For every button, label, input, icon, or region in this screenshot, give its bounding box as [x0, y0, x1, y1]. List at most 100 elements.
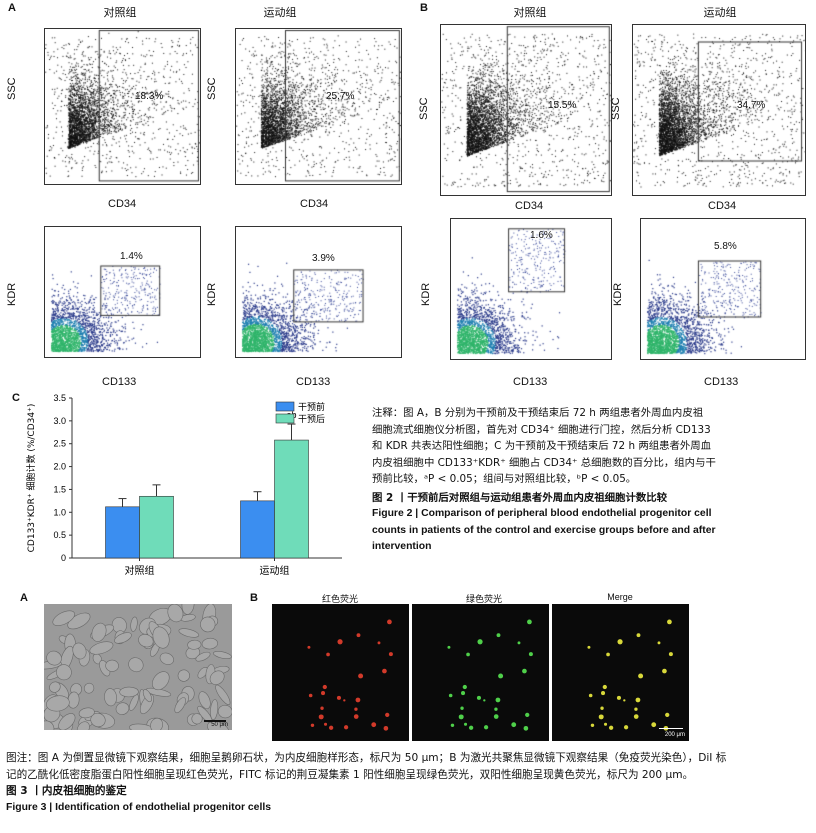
red-fluorescence-image [272, 604, 409, 741]
cell [130, 616, 138, 632]
fluorescent-cell [590, 723, 595, 728]
cell [76, 721, 90, 730]
b-control-kdr-pct: 1.6% [530, 230, 553, 241]
a-control-ssc-cd34-plot [44, 28, 201, 185]
fig2-panel-a-letter: A [8, 2, 16, 14]
fluorescent-cell [476, 695, 481, 700]
endothelial-progenitor-bar-chart: CD133⁺KDR⁺ 细胞计数 (%/CD34⁺) 0 0.5 1.0 1.5 2.0 2.… [25, 393, 342, 577]
fluorescent-cell [356, 633, 361, 638]
scatter-points [45, 227, 200, 357]
a-control-cd34-pct: 18.3% [135, 91, 164, 102]
y-tick-label: 3.0 [53, 416, 66, 426]
cell [201, 637, 218, 650]
cell [89, 641, 114, 655]
bar [274, 439, 309, 559]
fluorescent-cell [603, 722, 608, 726]
b-control-ssc-cd34-plot [440, 24, 612, 196]
fig2-panel-b-letter: B [420, 2, 428, 14]
a-exercise-kdr-pct: 3.9% [312, 253, 335, 264]
cell [119, 686, 139, 698]
fig2-caption-line: 内皮祖细胞中 CD133⁺KDR⁺ 细胞占 CD34⁺ 总细胞数的百分比，组内与… [372, 456, 716, 469]
cell [49, 681, 61, 693]
fluorescent-cell [606, 652, 610, 657]
cell [177, 669, 190, 682]
a-exercise-cd34-label: CD34 [300, 198, 329, 210]
cell [44, 720, 55, 730]
fluorescent-cell [602, 684, 607, 690]
b-exercise-cd133-label: CD133 [704, 376, 739, 388]
scatter-points [633, 25, 805, 195]
cell [200, 616, 216, 633]
red-fluorescence-title: 红色荧光 [321, 595, 358, 605]
y-tick-label: 2.5 [53, 439, 66, 449]
fluorescent-cell [377, 641, 381, 645]
cell [198, 691, 211, 710]
fluorescent-cell [323, 722, 328, 726]
cell [159, 652, 174, 665]
a-control-title: 对照组 [103, 6, 137, 19]
fluorescent-cell [320, 706, 324, 710]
b-exercise-ssc-label: SSC [610, 97, 622, 120]
legend-swatch [275, 401, 295, 412]
cell [207, 720, 230, 730]
fluorescent-cell [662, 668, 667, 674]
fluorescent-cell [336, 695, 341, 700]
fluorescent-cell [477, 639, 483, 645]
a-control-kdr-cd133-plot [44, 226, 201, 358]
y-tick-label: 1.0 [53, 507, 66, 517]
b-exercise-kdr-label: KDR [612, 282, 624, 306]
fig2-caption-line: 细胞流式细胞仪分析图，首先对 CD34⁺ 细胞进行门控，然后分析 CD133 [372, 423, 711, 436]
cell [178, 628, 200, 638]
scatter-points [45, 29, 200, 184]
fig2-caption: 注释：图 A，B 分别为干预前及干预结束后 72 h 两组患者外周血内皮祖 细胞… [372, 405, 812, 556]
fig3-title-cn: 图 3 丨内皮祖细胞的鉴定 [6, 785, 127, 797]
fig2-caption-line: 预前比较，ᵃP < 0.05；组间与对照组比较，ᵇP < 0.05。 [372, 473, 637, 485]
b-control-cd34-pct: 15.5% [548, 100, 577, 111]
fluorescent-cell [321, 691, 326, 696]
fig3-caption: 图注：图 A 为倒置显微镜下观察结果，细胞呈鹅卵石状，为内皮细胞样形态，标尺为 … [6, 750, 812, 816]
b-control-kdr-label: KDR [420, 282, 432, 306]
scale-bar [204, 720, 226, 722]
a-exercise-title: 运动组 [263, 6, 297, 19]
cell [138, 634, 154, 648]
fig3-panel-a-letter: A [20, 592, 28, 604]
cell [128, 657, 144, 673]
cell [105, 659, 119, 672]
fluorescent-cell [636, 633, 641, 638]
cell [213, 651, 232, 659]
fluorescent-cell [635, 697, 641, 703]
fluorescent-cell [371, 722, 377, 728]
fluorescent-cell [588, 693, 593, 698]
cell [174, 697, 186, 714]
fluorescent-cell [328, 725, 334, 730]
scatter-points [236, 29, 401, 184]
fluorescent-cell [665, 712, 670, 717]
fluorescent-cell [608, 725, 614, 730]
cell [209, 670, 225, 685]
cell [150, 717, 163, 730]
a-control-kdr-label: KDR [6, 282, 18, 306]
y-tick-label: 3.5 [53, 393, 66, 403]
y-axis-label: CD133⁺KDR⁺ 细胞计数 (%/CD34⁺) [25, 404, 37, 553]
merge-image: 200 μm [552, 604, 689, 741]
fluorescent-cell [387, 619, 392, 625]
a-exercise-ssc-label: SSC [206, 77, 218, 100]
fluorescent-cell [307, 645, 311, 649]
fluorescent-cell [310, 723, 315, 728]
b-control-ssc-label: SSC [418, 97, 430, 120]
fluorescent-cell [511, 722, 517, 728]
cell [167, 604, 184, 623]
scale-label: 200 μm [664, 732, 685, 738]
fluorescent-cell [458, 714, 464, 720]
cell [56, 664, 72, 681]
cell [152, 671, 170, 691]
x-category-label: 对照组 [125, 564, 155, 577]
fluorescent-cell [388, 652, 393, 657]
green-fluorescence-title: 绿色荧光 [465, 595, 502, 605]
fig3-caption-line: 记的乙酰化低密度脂蛋白阳性细胞呈现红色荧光，FITC 标记的荆豆凝集素 1 阳性… [6, 768, 694, 781]
fluorescent-cell [600, 706, 604, 710]
fluorescent-cell [448, 693, 453, 698]
fluorescent-cell [343, 699, 346, 702]
cell [46, 650, 62, 666]
cell [217, 704, 232, 719]
